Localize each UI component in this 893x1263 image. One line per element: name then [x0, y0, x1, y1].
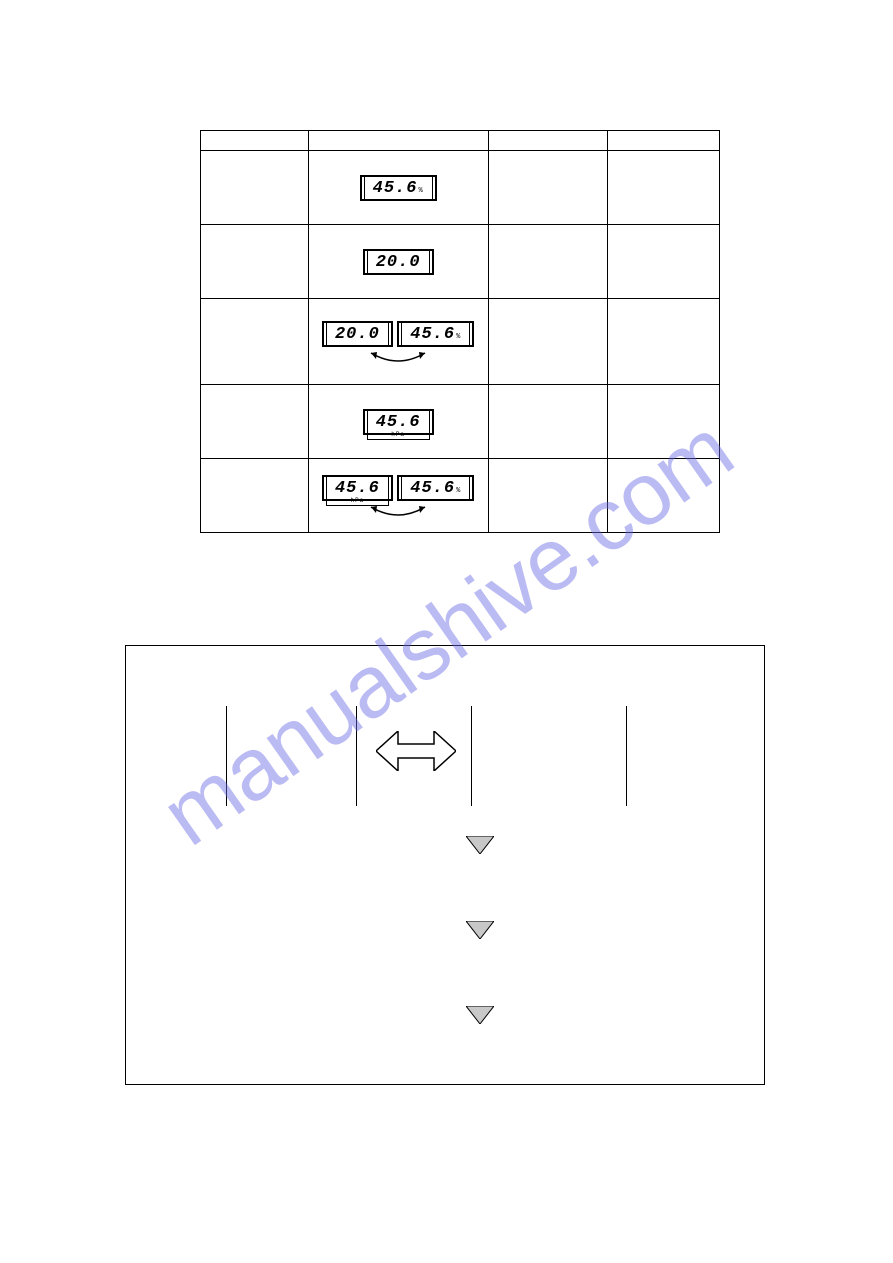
lcd-value: 45.6%	[364, 175, 433, 200]
table-cell: 20.0	[308, 225, 488, 299]
lcd-unit: %	[456, 333, 461, 341]
table-cell	[608, 299, 720, 385]
table-cell	[608, 151, 720, 225]
table-cell	[608, 225, 720, 299]
spec-table: 45.6%20.020.0 45.6%45.6hPa45.6hPa 45.6%	[200, 130, 720, 533]
table-cell: 20.0 45.6%	[308, 299, 488, 385]
lcd-value: 45.6%	[401, 475, 470, 500]
header-cell	[488, 131, 608, 151]
lcd-display: 20.0	[322, 321, 393, 347]
table-cell	[488, 151, 608, 225]
lcd-display: 45.6%	[397, 475, 474, 501]
lcd-display: 45.6hPa	[322, 475, 393, 501]
lcd-value: 45.6hPa	[326, 475, 389, 506]
lcd-display: 20.0	[363, 249, 434, 275]
table-cell	[488, 459, 608, 533]
table-cell: 45.6hPa 45.6%	[308, 459, 488, 533]
lcd-unit: %	[456, 487, 461, 495]
lcd-unit: %	[418, 187, 423, 195]
header-cell	[308, 131, 488, 151]
diagram-vline	[626, 706, 627, 806]
diagram-vline	[471, 706, 472, 806]
down-triangle-icon	[466, 836, 494, 854]
table-row: 45.6%	[201, 151, 720, 225]
diagram-box	[125, 645, 765, 1085]
table-cell: 45.6hPa	[308, 385, 488, 459]
lcd-value: 45.6%	[401, 321, 470, 346]
table-cell	[201, 225, 309, 299]
table-row: 45.6hPa	[201, 385, 720, 459]
lcd-value: 20.0	[367, 249, 430, 274]
swap-arrow-icon	[363, 349, 433, 365]
diagram-vline	[226, 706, 227, 806]
table-cell	[488, 299, 608, 385]
spec-table-container: 45.6%20.020.0 45.6%45.6hPa45.6hPa 45.6%	[200, 130, 720, 533]
swap-arrow-icon	[363, 503, 433, 519]
table-cell	[201, 459, 309, 533]
table-cell	[201, 151, 309, 225]
down-triangle-icon	[466, 921, 494, 939]
table-cell	[201, 299, 309, 385]
lcd-value: 45.6hPa	[367, 409, 430, 440]
table-row: 20.0	[201, 225, 720, 299]
header-cell	[201, 131, 309, 151]
double-arrow-icon	[376, 731, 456, 771]
header-cell	[608, 131, 720, 151]
table-cell	[488, 225, 608, 299]
table-header-row	[201, 131, 720, 151]
lcd-display: 45.6%	[397, 321, 474, 347]
down-triangle-icon	[466, 1006, 494, 1024]
table-row: 45.6hPa 45.6%	[201, 459, 720, 533]
lcd-display: 45.6%	[360, 175, 437, 201]
table-row: 20.0 45.6%	[201, 299, 720, 385]
lcd-subunit: hPa	[391, 432, 405, 438]
lcd-pair: 45.6hPa 45.6%	[322, 475, 474, 501]
lcd-value: 20.0	[326, 321, 389, 346]
table-cell	[201, 385, 309, 459]
table-cell	[608, 385, 720, 459]
lcd-display: 45.6hPa	[363, 409, 434, 435]
table-cell	[488, 385, 608, 459]
table-cell: 45.6%	[308, 151, 488, 225]
diagram-vline	[356, 706, 357, 806]
table-cell	[608, 459, 720, 533]
lcd-pair: 20.0 45.6%	[322, 321, 474, 347]
